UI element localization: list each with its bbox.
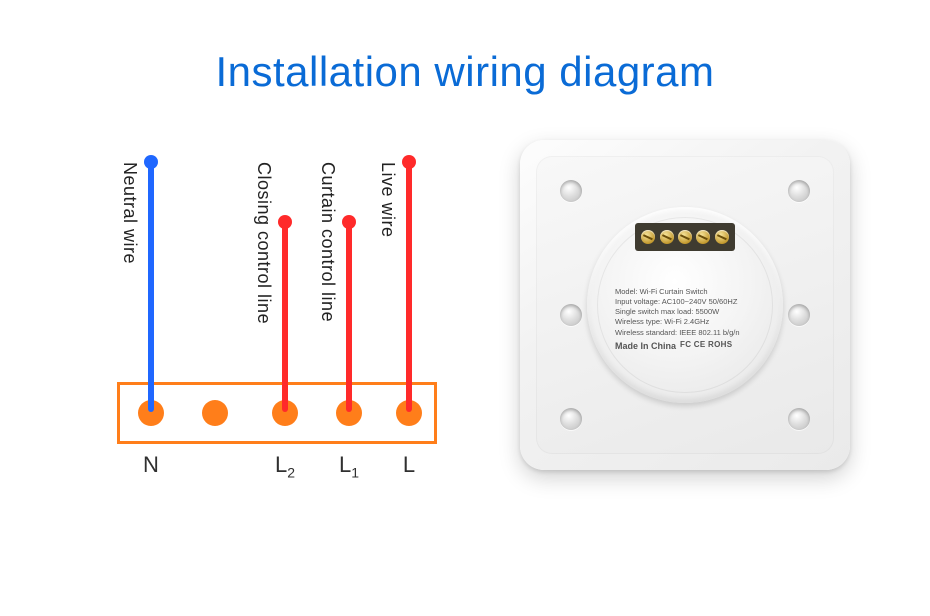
brass-screw	[660, 230, 674, 244]
terminal-code: L	[389, 452, 429, 478]
wire-label: Closing control line	[253, 162, 274, 324]
brass-screw	[715, 230, 729, 244]
wire-tip	[342, 215, 356, 229]
terminal-code: N	[131, 452, 171, 478]
mounting-screwhole	[788, 180, 810, 202]
wire-label: Live wire	[377, 162, 398, 238]
spec-key: Wireless type:	[615, 317, 662, 326]
spec-val: Wi-Fi 2.4GHz	[664, 317, 709, 326]
terminal-dot	[202, 400, 228, 426]
cert-marks: FC CE ROHS	[680, 340, 732, 351]
wire-tip	[278, 215, 292, 229]
spec-key: Single switch max load:	[615, 307, 693, 316]
brass-screw	[678, 230, 692, 244]
wire	[282, 222, 288, 412]
device-backplate: Model: Wi-Fi Curtain Switch Input voltag…	[520, 140, 850, 470]
spec-val: AC100~240V 50/60HZ	[662, 297, 738, 306]
wire	[406, 162, 412, 412]
spec-label: Model: Wi-Fi Curtain Switch Input voltag…	[615, 287, 755, 352]
module-terminal-block	[635, 223, 735, 251]
spec-val: IEEE 802.11 b/g/n	[679, 328, 739, 337]
brass-screw	[696, 230, 710, 244]
made-in: Made In China	[615, 340, 676, 352]
terminal-code: L1	[329, 452, 369, 480]
mounting-screwhole	[560, 304, 582, 326]
mounting-screwhole	[788, 304, 810, 326]
wire-tip	[144, 155, 158, 169]
spec-key: Input voltage:	[615, 297, 660, 306]
wiring-diagram: Neutral wire N Closing control line L2 Curta…	[117, 150, 437, 510]
switch-module: Model: Wi-Fi Curtain Switch Input voltag…	[587, 207, 783, 403]
mounting-screwhole	[788, 408, 810, 430]
wire	[346, 222, 352, 412]
page-title: Installation wiring diagram	[0, 48, 930, 96]
wire	[148, 162, 154, 412]
spec-key: Wireless standard:	[615, 328, 677, 337]
mounting-screwhole	[560, 408, 582, 430]
spec-val: 5500W	[695, 307, 719, 316]
brass-screw	[641, 230, 655, 244]
spec-val: Wi-Fi Curtain Switch	[640, 287, 708, 296]
mounting-screwhole	[560, 180, 582, 202]
wire-label: Neutral wire	[119, 162, 140, 264]
wire-tip	[402, 155, 416, 169]
terminal-code: L2	[265, 452, 305, 480]
wire-label: Curtain control line	[317, 162, 338, 322]
spec-key: Model:	[615, 287, 638, 296]
